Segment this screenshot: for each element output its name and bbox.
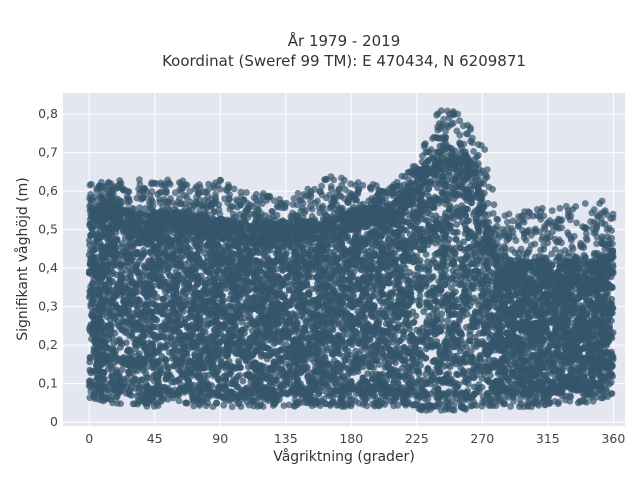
data-point — [444, 317, 452, 324]
data-point — [429, 257, 437, 264]
data-point — [453, 221, 460, 228]
data-point — [246, 285, 253, 293]
data-point — [402, 376, 410, 384]
data-point — [123, 339, 130, 346]
chart-title-line2: Koordinat (Sweref 99 TM): E 470434, N 62… — [162, 52, 526, 70]
data-points — [85, 107, 617, 414]
chart-title-line1: År 1979 - 2019 — [288, 31, 401, 50]
